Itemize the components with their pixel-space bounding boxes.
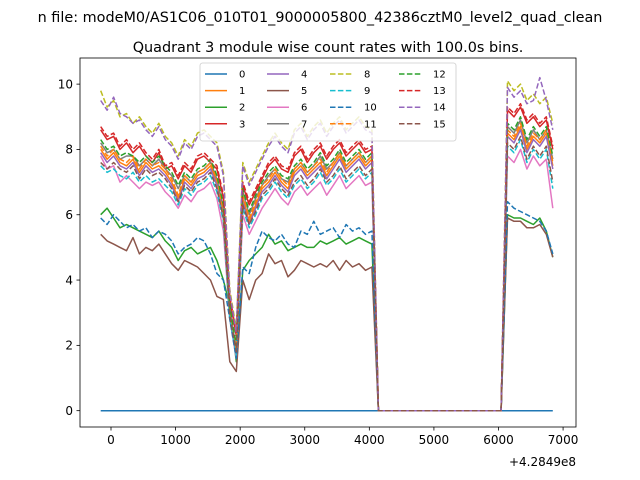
- axes-frame: [79, 57, 577, 428]
- legend-label-11: 11: [364, 119, 377, 130]
- x-tick-label: 1000: [160, 433, 191, 447]
- legend-label-8: 8: [364, 70, 370, 81]
- series-line-5: [100, 217, 554, 412]
- series-line-13: [100, 102, 554, 412]
- legend-label-10: 10: [364, 103, 377, 114]
- y-tick-label: 4: [65, 273, 73, 287]
- legend-label-15: 15: [433, 119, 446, 130]
- legend-label-13: 13: [433, 86, 446, 97]
- x-tick-label: 2000: [225, 433, 256, 447]
- series-line-11: [100, 122, 554, 412]
- legend-label-5: 5: [301, 86, 307, 97]
- series-line-12: [100, 116, 554, 412]
- legend-box: [199, 62, 457, 142]
- x-tick-label: 4000: [354, 433, 385, 447]
- legend-label-12: 12: [433, 70, 446, 81]
- x-tick-label: 3000: [289, 433, 320, 447]
- legend-label-3: 3: [239, 119, 245, 130]
- y-tick-label: 8: [65, 143, 73, 157]
- legend-label-0: 0: [239, 70, 245, 81]
- legend-label-7: 7: [301, 119, 307, 130]
- y-tick-label: 6: [65, 208, 73, 222]
- legend-label-6: 6: [301, 103, 307, 114]
- x-tick-label: 7000: [548, 433, 579, 447]
- series-line-15: [100, 135, 554, 412]
- y-axis-ticks: 0 2 4 6 8 10: [58, 77, 80, 418]
- legend-label-4: 4: [301, 70, 307, 81]
- series-line-7: [100, 119, 554, 412]
- x-tick-label: 6000: [483, 433, 514, 447]
- y-tick-label: 10: [58, 77, 73, 91]
- figure-suptitle: n file: modeM0/AS1C06_010T01_9000005800_…: [38, 10, 603, 26]
- legend-label-1: 1: [239, 86, 245, 97]
- series-line-6: [100, 148, 554, 412]
- x-axis-ticks: 0 1000 2000 3000 4000 5000 6000 7000: [107, 427, 578, 447]
- y-tick-label: 2: [65, 339, 73, 353]
- x-axis-offset-label: +4.2849e8: [509, 455, 576, 469]
- legend-label-14: 14: [433, 103, 446, 114]
- x-tick-label: 5000: [419, 433, 450, 447]
- x-tick-label: 0: [107, 433, 115, 447]
- legend-label-2: 2: [239, 103, 245, 114]
- chart-title: Quadrant 3 module wise count rates with …: [133, 40, 524, 56]
- y-tick-label: 0: [65, 404, 73, 418]
- legend-label-9: 9: [364, 86, 370, 97]
- series-line-10: [100, 200, 554, 412]
